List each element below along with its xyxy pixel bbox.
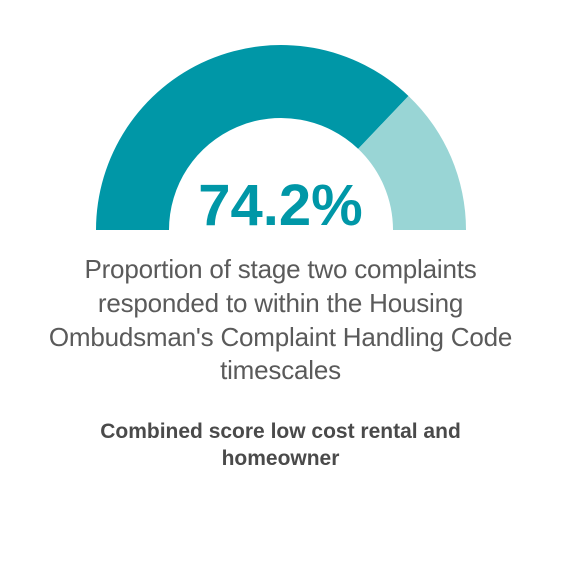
subtitle-text: Combined score low cost rental and homeo… — [81, 418, 481, 473]
description-text: Proportion of stage two complaints respo… — [21, 253, 541, 388]
gauge-chart: 74.2% — [91, 35, 471, 235]
gauge-value: 74.2% — [91, 177, 471, 235]
